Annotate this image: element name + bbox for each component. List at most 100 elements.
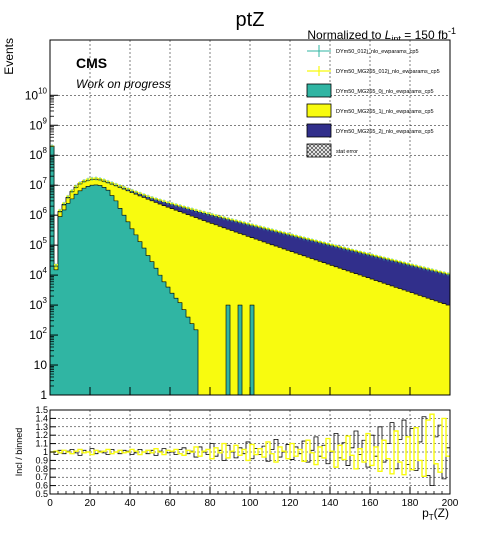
- bar-1-64: [306, 257, 311, 395]
- bar-1-97: [438, 302, 443, 395]
- main-panel: 1 10 102 103 104 105 106 107 108 109 1010 Events C…: [2, 38, 451, 402]
- bar-1-83: [382, 283, 387, 395]
- bar-0-8: [82, 188, 87, 395]
- main-y-tick-label-1: 10: [34, 358, 48, 372]
- legend-label-stat-error: stat error: [336, 149, 358, 155]
- bar-0-12: [98, 185, 103, 395]
- bar-1-90: [410, 292, 415, 395]
- x-label-sub: T: [429, 513, 434, 522]
- bar-0-23: [142, 248, 147, 395]
- main-y-tick-label-9: 109: [29, 116, 47, 132]
- ratio-y-tick-label-4: 0.9: [35, 455, 48, 465]
- bar-1-56: [274, 246, 279, 395]
- legend-label-0j: DYm50_MG265_0j_nlo_ewparams_cp5: [336, 89, 434, 95]
- bar-1-93: [422, 296, 427, 395]
- bar-0-44: [226, 305, 231, 395]
- bar-1-55: [270, 244, 275, 395]
- ratio-x-tick-label-6: 120: [282, 498, 299, 509]
- bar-1-52: [258, 240, 263, 395]
- main-y-tick-label-5: 105: [29, 236, 47, 252]
- ratio-x-tick-label-4: 80: [204, 498, 216, 509]
- ratio-x-tick-label-1: 20: [84, 498, 96, 509]
- ratio-y-tick-label-9: 1.4: [35, 413, 48, 423]
- bar-0-36: [194, 329, 199, 395]
- bar-0-3: [62, 209, 67, 395]
- lumi-subscript: int: [391, 34, 401, 44]
- x-label-rest: (Z): [434, 506, 449, 520]
- legend-label-data: DYm50_012j_nlo_ewparams_cp5: [336, 49, 419, 55]
- ratio-x-tick-label-9: 180: [402, 498, 419, 509]
- bar-1-82: [378, 281, 383, 395]
- bar-1-43: [222, 227, 227, 395]
- bar-1-61: [294, 253, 299, 395]
- legend-label-1j: DYm50_MG265_1j_nlo_ewparams_cp5: [336, 109, 434, 115]
- lumi-label: Normalized to Lint = 150 fb-1: [307, 26, 456, 44]
- main-y-tick-label-10: 1010: [25, 86, 48, 102]
- bar-1-68: [322, 262, 327, 395]
- bar-1-63: [302, 255, 307, 395]
- ratio-x-axis-label: pT(Z): [422, 506, 449, 522]
- bar-0-35: [190, 323, 195, 395]
- bar-0-9: [86, 186, 91, 395]
- bar-0-17: [118, 208, 123, 395]
- bar-0-11: [94, 184, 99, 395]
- bar-0-27: [158, 275, 163, 395]
- bar-0-28: [162, 281, 167, 395]
- ratio-x-tick-label-0: 0: [47, 498, 53, 509]
- bar-1-41: [214, 224, 219, 395]
- ratio-x-tick-label-5: 100: [242, 498, 259, 509]
- bar-1-36: [194, 217, 199, 395]
- lumi-prefix: Normalized to: [307, 28, 384, 42]
- ratio-x-axis: 0 20 40 60 80 100 120 140 160 180 200: [47, 487, 459, 509]
- bar-0-14: [106, 190, 111, 395]
- bar-0-24: [146, 255, 151, 395]
- x-label-p: p: [422, 506, 429, 520]
- bar-0-4: [66, 203, 71, 395]
- bar-1-74: [346, 270, 351, 395]
- bar-1-37: [198, 219, 203, 395]
- lumi-value: = 150 fb: [401, 28, 448, 42]
- legend: DYm50_012j_nlo_ewparams_cp5 DYm50_MG265_…: [306, 45, 440, 158]
- ratio-y-tick-label-7: 1.2: [35, 430, 48, 440]
- bar-1-40: [210, 223, 215, 395]
- bar-1-49: [246, 236, 251, 395]
- ratio-y-axis: 0.50.60.70.80.911.11.21.31.41.5: [35, 405, 56, 499]
- bar-1-84: [386, 284, 391, 395]
- main-y-tick-label-3: 103: [29, 296, 47, 312]
- ratio-series-1: [50, 413, 450, 478]
- bar-1-51: [254, 239, 259, 395]
- legend-entry-2j: DYm50_MG265_2j_nlo_ewparams_cp5: [306, 123, 434, 138]
- bar-0-33: [182, 309, 187, 395]
- ratio-y-axis-label: Incl / binned: [14, 428, 24, 477]
- bar-1-58: [282, 248, 287, 395]
- bar-0-30: [170, 293, 175, 395]
- ratio-histograms: [50, 413, 450, 486]
- bar-1-86: [394, 287, 399, 395]
- legend-entry-0j: DYm50_MG265_0j_nlo_ewparams_cp5: [306, 83, 434, 98]
- ratio-y-tick-label-5: 1: [43, 447, 48, 457]
- bar-0-18: [122, 215, 127, 395]
- bar-1-71: [334, 266, 339, 395]
- lumi-symbol: L: [385, 28, 392, 42]
- legend-entry-stat-error: stat error: [306, 143, 358, 158]
- bar-1-99: [446, 305, 451, 395]
- work-in-progress-label: Work on progress: [76, 77, 171, 91]
- bar-1-75: [350, 272, 355, 395]
- main-y-tick-label-0: 1: [40, 388, 47, 402]
- bar-1-81: [374, 280, 379, 395]
- ratio-x-tick-label-3: 60: [164, 498, 176, 509]
- bar-0-13: [102, 187, 107, 395]
- bar-0-29: [166, 287, 171, 395]
- overlay-histograms: [50, 144, 450, 277]
- legend-label-overlay: DYm50_MG265_012j_nlo_ewparams_cp5: [336, 69, 440, 75]
- bar-1-46: [234, 232, 239, 395]
- bar-1-85: [390, 285, 395, 395]
- bar-1-33: [182, 213, 187, 395]
- legend-label-2j: DYm50_MG265_2j_nlo_ewparams_cp5: [336, 129, 434, 135]
- bar-0-2: [58, 216, 63, 395]
- bar-0-10: [90, 185, 95, 395]
- bar-0-7: [78, 190, 83, 395]
- bar-0-21: [134, 234, 139, 395]
- bar-0-47: [238, 305, 243, 395]
- bar-1-45: [230, 230, 235, 395]
